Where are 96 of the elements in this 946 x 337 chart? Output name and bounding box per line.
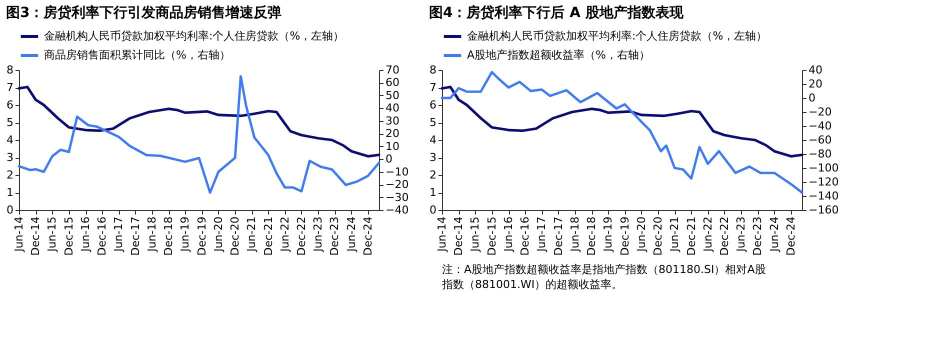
text: 注：A股地产指数超额收益率是指地产指数（801180.SI）相对A股指数（881001.WI）的超额收益率。: [441, 263, 766, 291]
x-tick-label: Jun-23: [312, 216, 325, 253]
x-tick-label: Jun-15: [46, 216, 59, 253]
y2-tick-label: 10: [386, 140, 400, 153]
x-tick-label: Jun-19: [602, 216, 615, 253]
x-tick-label: Dec-21: [262, 216, 275, 256]
y2-tick-label: 40: [808, 64, 822, 76]
y-tick-label: 4: [430, 134, 436, 146]
y2-tick-label: 60: [386, 76, 400, 90]
x-tick-label: Dec-22: [718, 216, 731, 256]
x-tick-label: Dec-19: [618, 216, 632, 256]
y-tick-label: 1: [6, 186, 14, 199]
x-tick-label: Dec-17: [552, 216, 565, 256]
x-tick-label: Dec-15: [485, 216, 498, 256]
y-tick-label: 2: [6, 168, 14, 182]
y2-tick-label: −40: [808, 120, 832, 132]
y-tick-label: 4: [6, 134, 14, 146]
x-tick-label: Dec-18: [585, 216, 598, 256]
x-tick-label: Jun-17: [112, 216, 126, 253]
line-series: [18, 75, 380, 194]
x-tick-label: Dec-16: [518, 216, 532, 256]
x-tick-label: Jun-14: [12, 216, 26, 253]
y2-tick-label: −20: [808, 106, 832, 118]
y-tick-label: 2: [430, 168, 436, 182]
y2-tick-label: 20: [386, 127, 400, 140]
y2-tick-label: 0: [808, 92, 816, 104]
y2-tick-label: −140: [808, 190, 839, 202]
y-tick-label: 3: [430, 151, 436, 164]
x-tick-label: Jun-23: [734, 216, 748, 253]
y2-tick-label: −60: [808, 134, 832, 146]
line-series: [18, 86, 380, 158]
y2-tick-label: −100: [808, 162, 839, 174]
x-tick-label: Dec-24: [784, 216, 798, 256]
legend-label: 金融机构人民币贷款加权平均利率:个人住房贷款（%，左轴）: [44, 30, 344, 42]
legend-label: 商品房销售面积累计同比（%，右轴）: [44, 48, 230, 62]
y-tick-label: 1: [430, 186, 436, 199]
x-tick-label: Dec-17: [128, 216, 142, 256]
x-tick-label: Jun-21: [245, 216, 258, 253]
legend-label: A股地产指数超额收益率（%，右轴）: [467, 48, 650, 62]
y2-tick-label: −120: [808, 176, 839, 188]
x-tick-label: Dec-21: [684, 216, 698, 256]
x-tick-label: Jun-21: [668, 216, 682, 253]
x-tick-label: Dec-24: [361, 216, 374, 256]
y2-tick-label: 30: [386, 114, 400, 128]
y-tick-label: 6: [6, 98, 14, 112]
y2-tick-label: 0: [386, 152, 392, 166]
x-tick-label: Dec-20: [228, 216, 242, 256]
y-tick-label: 8: [6, 64, 14, 76]
y2-tick-label: −30: [386, 190, 409, 204]
y2-tick-label: −40: [386, 204, 409, 216]
chart-title: 图4：房贷利率下行后 A 股地产指数表现: [429, 4, 684, 21]
x-tick-label: Jun-16: [502, 216, 516, 253]
y-tick-label: 6: [430, 98, 436, 112]
x-tick-label: Dec-23: [751, 216, 764, 256]
x-tick-label: Dec-18: [162, 216, 176, 256]
x-tick-label: Dec-20: [652, 216, 665, 256]
y-tick-label: 8: [430, 64, 436, 76]
y2-tick-label: −20: [386, 178, 409, 192]
x-tick-label: Dec-14: [452, 216, 466, 256]
x-tick-label: Jun-20: [634, 216, 648, 253]
y-tick-label: 7: [6, 81, 14, 94]
x-tick-label: Jun-16: [79, 216, 92, 253]
y2-tick-label: −160: [808, 204, 839, 216]
x-tick-label: Jun-17: [535, 216, 548, 253]
y2-tick-label: 70: [386, 64, 400, 76]
y2-tick-label: 40: [386, 102, 400, 115]
x-tick-label: Dec-23: [328, 216, 342, 256]
x-tick-label: Jun-24: [768, 216, 781, 253]
y-tick-label: 0: [6, 204, 14, 216]
y2-tick-label: 20: [808, 78, 822, 90]
x-tick-label: Dec-15: [62, 216, 76, 256]
chart-title: 图3：房贷利率下行引发商品房销售增速反弹: [6, 4, 282, 21]
legend-label: 金融机构人民币贷款加权平均利率:个人住房贷款（%，左轴）: [467, 30, 768, 42]
x-tick-label: Jun-24: [344, 216, 358, 253]
y2-tick-label: −10: [386, 165, 409, 178]
x-tick-label: Dec-19: [195, 216, 208, 256]
y-tick-label: 3: [6, 151, 14, 164]
y-tick-label: 5: [430, 116, 436, 129]
y-tick-label: 0: [430, 204, 436, 216]
x-tick-label: Jun-22: [701, 216, 714, 253]
y-tick-label: 5: [6, 116, 14, 129]
x-tick-label: Dec-14: [29, 216, 42, 256]
x-tick-label: Jun-19: [178, 216, 192, 253]
line-series: [440, 86, 804, 158]
x-tick-label: Dec-16: [96, 216, 109, 256]
x-tick-label: Dec-22: [294, 216, 308, 256]
line-series: [440, 70, 804, 194]
y-tick-label: 7: [430, 81, 436, 94]
x-tick-label: Jun-14: [436, 216, 448, 253]
x-tick-label: Jun-15: [468, 216, 482, 253]
x-tick-label: Jun-18: [568, 216, 582, 253]
y2-tick-label: 50: [386, 88, 400, 102]
x-tick-label: Jun-18: [145, 216, 158, 253]
x-tick-label: Jun-22: [278, 216, 292, 253]
y2-tick-label: −80: [808, 148, 832, 160]
x-tick-label: Jun-20: [212, 216, 225, 253]
